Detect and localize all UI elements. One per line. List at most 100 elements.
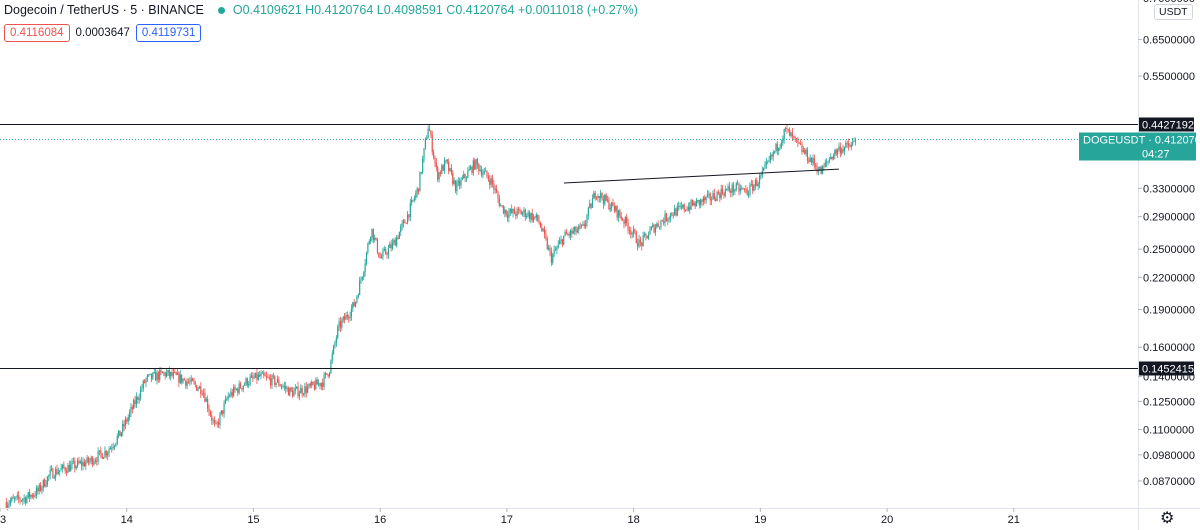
- candle-body: [846, 142, 848, 144]
- candle-body: [191, 378, 194, 381]
- candle: [352, 301, 354, 312]
- candle-body: [475, 159, 477, 170]
- candle-body: [352, 302, 354, 309]
- candle: [167, 369, 169, 376]
- candle-body: [854, 140, 857, 142]
- candle: [185, 379, 187, 389]
- candle: [235, 388, 238, 391]
- candle-body: [509, 209, 511, 213]
- candle-body: [282, 386, 284, 387]
- candle-body: [276, 379, 279, 383]
- candle-body: [228, 395, 231, 397]
- candle-body: [102, 457, 105, 459]
- candle: [249, 373, 251, 387]
- candle: [794, 135, 796, 143]
- candle-body: [215, 423, 217, 424]
- candle-body: [218, 422, 220, 425]
- candle: [239, 381, 242, 389]
- sell-price-button[interactable]: 0.4116084: [4, 24, 70, 42]
- market-status-icon: [217, 6, 225, 14]
- candle-body: [590, 203, 592, 208]
- candle-body: [839, 146, 841, 154]
- candle: [753, 184, 755, 192]
- candle-body: [505, 209, 507, 216]
- candle: [453, 177, 455, 186]
- candle: [564, 229, 566, 237]
- candle: [805, 147, 807, 157]
- currency-unit-button[interactable]: USDT: [1154, 4, 1193, 20]
- candle-body: [741, 188, 743, 190]
- candle-body: [371, 228, 373, 238]
- candle: [779, 143, 781, 151]
- trend-line-segment[interactable]: [563, 168, 839, 184]
- candle: [50, 465, 53, 472]
- candle: [228, 393, 231, 398]
- candle-body: [78, 460, 80, 464]
- candle: [565, 228, 568, 235]
- candle-body: [580, 224, 583, 227]
- candle: [475, 158, 477, 171]
- candle: [137, 395, 139, 404]
- trend-line[interactable]: [563, 168, 839, 184]
- candle-body: [341, 320, 343, 328]
- candle-body: [326, 373, 328, 375]
- candle-body: [380, 256, 383, 259]
- candle-body: [254, 372, 257, 378]
- price-axis[interactable]: 0.6500000 0.5500000 0.3300000 0.2900000 0.25…: [1138, 0, 1195, 530]
- candle-body: [111, 447, 113, 449]
- candle-body: [8, 503, 10, 506]
- candle-body: [506, 215, 509, 218]
- candle-body: [406, 214, 409, 224]
- symbol-title[interactable]: Dogecoin / TetherUS · 5 · BINANCE: [4, 3, 204, 17]
- candle-body: [631, 233, 633, 235]
- candle: [339, 316, 342, 333]
- candle: [765, 157, 767, 169]
- time-tick-label: 20: [881, 514, 893, 526]
- candle-body: [646, 235, 648, 239]
- candle: [420, 171, 422, 175]
- candle: [390, 239, 392, 252]
- candle-body: [190, 378, 192, 382]
- time-axis[interactable]: 13 14 15 16 17 18 19 20 21: [0, 508, 1200, 526]
- candle-body: [290, 387, 292, 391]
- candle-body: [343, 316, 346, 320]
- candle: [419, 171, 421, 192]
- price-tick-label: 0.2200000: [1143, 272, 1195, 284]
- candle-body: [490, 178, 492, 185]
- candle: [587, 206, 589, 220]
- candle-body: [156, 372, 158, 381]
- candle: [721, 184, 724, 196]
- candle: [423, 147, 425, 163]
- candle-body: [780, 142, 783, 147]
- candle: [296, 386, 298, 390]
- candle: [605, 192, 607, 202]
- price-tick-label: 0.2900000: [1143, 212, 1195, 224]
- candle-body: [96, 460, 98, 462]
- candle: [359, 276, 361, 296]
- candle-body: [268, 377, 270, 379]
- candle: [408, 214, 410, 221]
- candle: [305, 381, 307, 398]
- settings-gear-icon[interactable]: ⚙: [1160, 510, 1175, 527]
- candle: [324, 371, 327, 379]
- horizontal-lines[interactable]: [0, 124, 1138, 369]
- candle: [526, 213, 528, 220]
- candle-body: [293, 390, 295, 397]
- candle: [350, 304, 353, 321]
- candle: [90, 455, 92, 465]
- candle: [75, 465, 77, 471]
- price-tick-label: 0.1600000: [1143, 342, 1195, 354]
- candle-body: [683, 204, 685, 211]
- candle-body: [847, 143, 850, 147]
- level-price-tag: [1139, 361, 1194, 376]
- candle: [808, 157, 810, 164]
- candle: [711, 196, 713, 206]
- candle-body: [519, 209, 521, 212]
- candle: [546, 236, 548, 251]
- candle-body: [439, 172, 442, 174]
- buy-price-button[interactable]: 0.4119731: [135, 24, 202, 42]
- candle-body: [546, 238, 548, 250]
- candle: [569, 229, 572, 241]
- candle: [326, 373, 328, 376]
